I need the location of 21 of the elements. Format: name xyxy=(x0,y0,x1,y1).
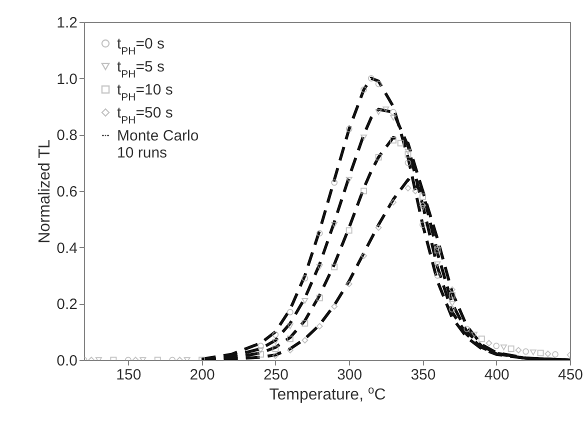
y-tick-label: 0.6 xyxy=(56,184,78,200)
x-tick-label: 200 xyxy=(190,366,215,384)
y-tick-label: 1.2 xyxy=(56,14,78,32)
y-tick-label: 0.2 xyxy=(56,296,78,314)
x-tick-label: 150 xyxy=(116,366,142,384)
x-axis-title: Temperature, $^{o}$C xyxy=(269,384,386,404)
legend-label: t$_{PH}$=5 s xyxy=(117,58,165,80)
x-tick-label: 400 xyxy=(484,366,510,384)
y-tick-label: 0.0 xyxy=(56,352,78,370)
legend-label: t$_{PH}$=10 s xyxy=(117,82,173,104)
x-tick-label: 350 xyxy=(410,366,436,384)
y-axis-title: Normalized TL xyxy=(36,140,54,244)
y-tick-label: 0.4 xyxy=(56,240,78,257)
y-tick-label: 0.8 xyxy=(56,127,78,144)
legend-label: Monte Carlo 10 runs xyxy=(117,128,199,162)
x-tick-label: 250 xyxy=(263,366,288,384)
legend-label: t$_{PH}$=0 s xyxy=(117,36,165,58)
x-tick-label: 450 xyxy=(558,366,584,384)
y-tick-label: 1.0 xyxy=(56,70,78,88)
legend-label: t$_{PH}$=50 s xyxy=(117,104,173,126)
x-tick-label: 300 xyxy=(337,366,362,384)
